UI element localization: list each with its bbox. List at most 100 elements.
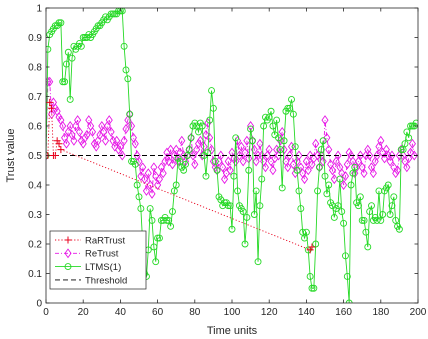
data-point-ltms-1 [355,202,362,210]
data-point-retrust [302,156,310,167]
data-point-ltms-1 [379,211,387,218]
data-point-ltms-1 [195,128,202,136]
data-point-ltms-1 [206,116,214,124]
y-tick-label: 0.8 [28,63,42,74]
data-point-retrust [373,150,381,161]
y-tick-label: 0.3 [28,210,42,221]
data-point-retrust [88,126,97,137]
data-point-rartrust [57,146,65,154]
data-point-ltms-1 [288,95,295,103]
data-point-ltms-1 [182,160,189,168]
data-point-retrust [150,162,158,173]
y-tick-label: 0.7 [28,92,42,103]
data-point-retrust [300,174,309,185]
data-point-retrust [287,141,296,152]
data-point-retrust [295,150,303,161]
data-point-ltms-1 [293,166,301,174]
data-point-retrust [137,171,145,182]
data-point-retrust [343,159,351,170]
data-point-retrust [349,156,357,167]
data-point-rartrust [51,152,59,159]
data-point-retrust [139,162,147,173]
x-tick-label: 140 [298,307,315,318]
data-point-retrust [172,144,180,155]
data-point-retrust [237,141,245,152]
data-point-ltms-1 [289,110,297,118]
x-tick-label: 180 [372,307,389,318]
data-point-retrust [340,180,348,190]
data-point-ltms-1 [243,213,251,221]
data-point-rartrust [48,104,56,112]
data-point-retrust [217,150,225,161]
data-point-ltms-1 [148,216,156,224]
data-point-retrust [377,135,385,146]
data-point-retrust [66,121,74,131]
data-point-retrust [118,150,126,161]
data-point-ltms-1 [319,137,327,145]
series-line-rartrust [46,102,313,251]
data-point-retrust [392,168,400,179]
data-point-ltms-1 [284,104,292,112]
data-point-ltms-1 [55,19,63,27]
data-point-ltms-1 [249,137,256,145]
data-point-ltms-1 [66,95,74,103]
data-point-ltms-1 [224,202,232,210]
data-point-ltms-1 [256,202,264,210]
data-point-ltms-1 [386,211,394,218]
data-point-ltms-1 [146,205,154,213]
x-tick-label: 20 [78,307,90,318]
y-tick-label: 0 [36,299,42,310]
data-point-retrust [388,150,396,161]
y-tick-label: 0.6 [28,122,42,133]
data-point-ltms-1 [115,8,122,15]
data-point-retrust [148,188,156,199]
data-point-ltms-1 [351,163,359,171]
data-point-ltms-1 [356,193,364,201]
data-point-ltms-1 [133,181,141,189]
data-point-ltms-1 [260,122,268,130]
data-point-retrust [135,156,143,167]
data-point-retrust [165,156,173,167]
data-point-ltms-1 [314,187,322,195]
data-point-retrust [286,150,294,161]
data-point-ltms-1 [330,213,338,221]
data-point-retrust [101,135,110,146]
x-tick-label: 200 [410,307,427,318]
data-point-ltms-1 [276,146,284,154]
data-point-retrust [369,168,377,179]
data-point-retrust [178,135,186,146]
legend-label: Threshold [85,275,127,286]
data-point-ltms-1 [167,222,175,230]
data-point-retrust [105,115,113,126]
data-point-retrust [306,150,314,161]
data-point-rartrust [46,98,54,106]
data-point-ltms-1 [239,208,247,216]
data-point-retrust [191,159,199,170]
series-ltms-1 [46,8,418,303]
data-point-ltms-1 [131,160,139,168]
data-point-retrust [235,150,243,161]
data-point-ltms-1 [234,187,242,195]
data-point-retrust [226,165,234,176]
data-point-retrust [167,144,175,155]
data-point-ltms-1 [310,284,318,292]
data-point-ltms-1 [364,243,372,251]
data-point-ltms-1 [232,134,240,142]
data-point-retrust [146,180,154,190]
data-point-retrust [280,144,288,155]
data-point-ltms-1 [68,54,76,62]
data-point-retrust [328,165,336,176]
data-point-ltms-1 [59,78,67,86]
data-point-retrust [144,168,152,179]
data-point-ltms-1 [228,225,236,233]
data-point-retrust [341,171,350,182]
data-point-retrust [116,141,124,152]
data-point-ltms-1 [275,134,282,142]
data-point-retrust [168,159,177,170]
data-point-ltms-1 [297,205,305,213]
data-point-ltms-1 [254,258,262,266]
data-point-ltms-1 [77,42,85,50]
data-point-retrust [189,150,197,161]
y-tick-label: 0.4 [28,181,42,192]
data-point-retrust [338,168,346,179]
